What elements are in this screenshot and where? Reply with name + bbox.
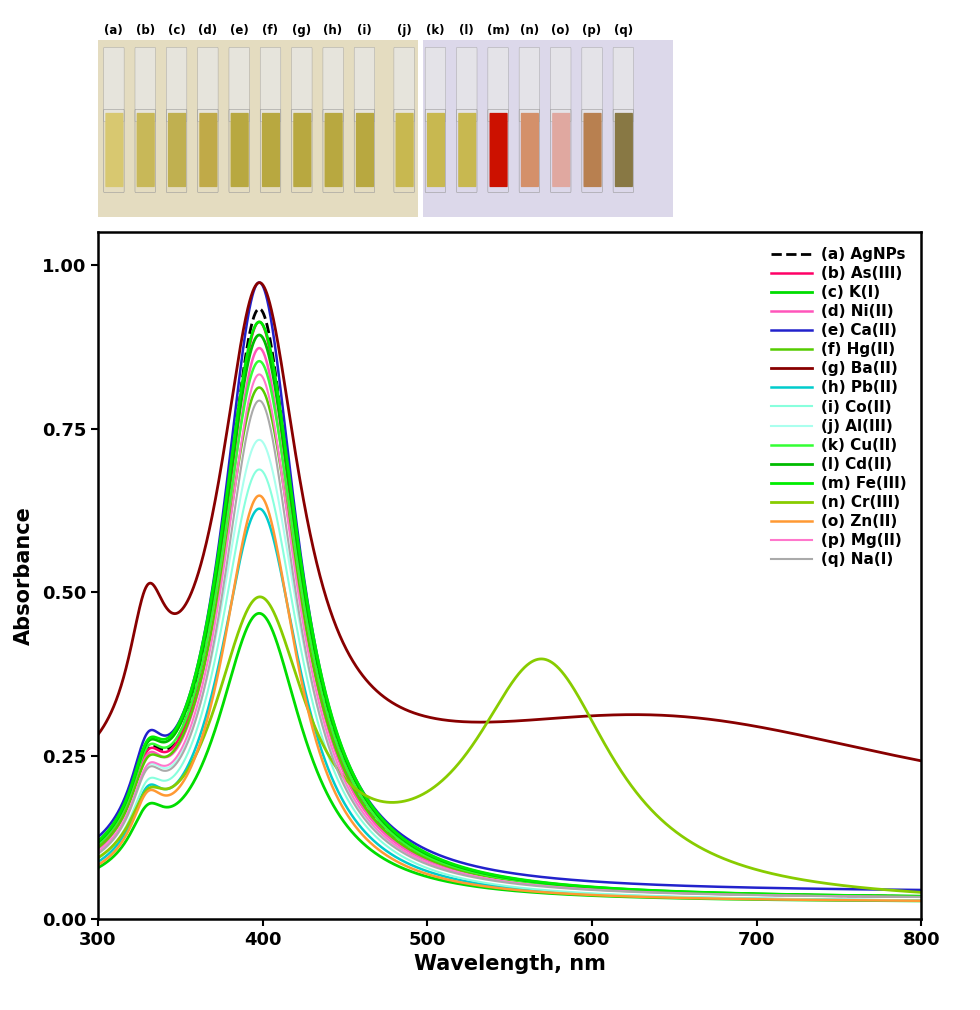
Text: (a): (a) bbox=[105, 24, 123, 37]
FancyBboxPatch shape bbox=[168, 113, 186, 187]
Text: (i): (i) bbox=[357, 24, 371, 37]
FancyBboxPatch shape bbox=[427, 113, 445, 187]
FancyBboxPatch shape bbox=[614, 113, 633, 187]
FancyBboxPatch shape bbox=[425, 47, 446, 122]
Legend: (a) AgNPs, (b) As(III), (c) K(I), (d) Ni(II), (e) Ca(II), (f) Hg(II), (g) Ba(II): (a) AgNPs, (b) As(III), (c) K(I), (d) Ni… bbox=[764, 239, 914, 575]
Text: (e): (e) bbox=[229, 24, 249, 37]
Text: (q): (q) bbox=[613, 24, 633, 37]
FancyBboxPatch shape bbox=[262, 113, 280, 187]
FancyBboxPatch shape bbox=[613, 47, 634, 122]
FancyBboxPatch shape bbox=[199, 113, 218, 187]
FancyBboxPatch shape bbox=[488, 47, 509, 122]
FancyBboxPatch shape bbox=[135, 47, 156, 122]
FancyBboxPatch shape bbox=[322, 47, 343, 122]
Y-axis label: Absorbance: Absorbance bbox=[14, 506, 33, 645]
FancyBboxPatch shape bbox=[582, 47, 603, 122]
FancyBboxPatch shape bbox=[394, 47, 415, 122]
FancyBboxPatch shape bbox=[293, 113, 312, 187]
Text: (k): (k) bbox=[426, 24, 445, 37]
Text: (h): (h) bbox=[323, 24, 343, 37]
Text: (b): (b) bbox=[135, 24, 155, 37]
FancyBboxPatch shape bbox=[105, 113, 123, 187]
FancyBboxPatch shape bbox=[261, 47, 280, 122]
FancyBboxPatch shape bbox=[229, 47, 250, 122]
FancyBboxPatch shape bbox=[356, 113, 374, 187]
FancyBboxPatch shape bbox=[230, 113, 249, 187]
FancyBboxPatch shape bbox=[519, 47, 540, 122]
Bar bbox=[422, 40, 672, 217]
Text: (d): (d) bbox=[198, 24, 218, 37]
FancyBboxPatch shape bbox=[354, 47, 374, 122]
FancyBboxPatch shape bbox=[198, 47, 219, 122]
Text: (l): (l) bbox=[460, 24, 474, 37]
Text: (j): (j) bbox=[397, 24, 412, 37]
FancyBboxPatch shape bbox=[136, 113, 155, 187]
FancyBboxPatch shape bbox=[104, 47, 124, 122]
Text: (c): (c) bbox=[168, 24, 185, 37]
Bar bbox=[98, 40, 417, 217]
Text: (p): (p) bbox=[582, 24, 602, 37]
Text: (g): (g) bbox=[292, 24, 312, 37]
FancyBboxPatch shape bbox=[324, 113, 343, 187]
FancyBboxPatch shape bbox=[551, 47, 571, 122]
FancyBboxPatch shape bbox=[167, 47, 187, 122]
FancyBboxPatch shape bbox=[396, 113, 414, 187]
FancyBboxPatch shape bbox=[520, 113, 539, 187]
Text: (o): (o) bbox=[551, 24, 570, 37]
Text: (n): (n) bbox=[519, 24, 539, 37]
FancyBboxPatch shape bbox=[490, 113, 508, 187]
FancyBboxPatch shape bbox=[552, 113, 570, 187]
FancyBboxPatch shape bbox=[292, 47, 312, 122]
FancyBboxPatch shape bbox=[459, 113, 476, 187]
FancyBboxPatch shape bbox=[583, 113, 602, 187]
Text: (f): (f) bbox=[263, 24, 278, 37]
Text: (m): (m) bbox=[486, 24, 510, 37]
FancyBboxPatch shape bbox=[457, 47, 477, 122]
X-axis label: Wavelength, nm: Wavelength, nm bbox=[414, 954, 606, 975]
